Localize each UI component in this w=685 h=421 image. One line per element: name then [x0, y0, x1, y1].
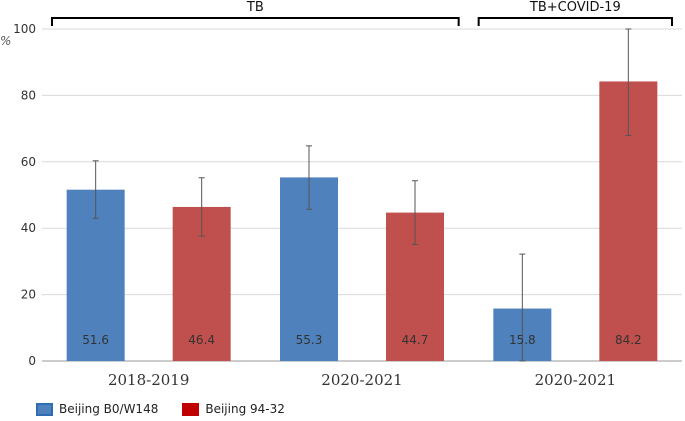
bars: 51.6 46.4 55.3 44.7 15.8 84.2 [66, 28, 658, 362]
group-label-1: TB+COVID-19 [529, 0, 621, 15]
group-label-0: TB [246, 0, 264, 15]
y-tick-40: 40 [21, 221, 36, 235]
group-bracket-1 [477, 17, 673, 26]
y-tick-0: 0 [28, 354, 36, 368]
bar-chart: 0 20 40 60 80 100 % TB TB+COVID-19 51.6 46.4 55.… [0, 0, 682, 389]
y-axis: 0 20 40 60 80 100 [13, 22, 36, 368]
y-tick-20: 20 [21, 288, 36, 302]
data-label-1-0: 46.4 [188, 333, 215, 347]
legend-label-94-32: Beijing 94-32 [205, 402, 285, 416]
x-tick-0: 2018-2019 [108, 371, 189, 389]
data-label-0-1: 55.3 [296, 333, 323, 347]
y-axis-label: % [0, 34, 11, 48]
y-tick-100: 100 [13, 22, 36, 36]
legend-swatch-blue [36, 402, 53, 416]
group-bracket-0 [51, 17, 460, 26]
legend-label-b0-w148: Beijing B0/W148 [59, 402, 159, 416]
data-label-1-1: 44.7 [402, 333, 429, 347]
x-tick-2: 2020-2021 [535, 371, 616, 389]
data-label-1-2: 84.2 [615, 333, 642, 347]
y-tick-80: 80 [21, 88, 36, 102]
x-tick-1: 2020-2021 [321, 371, 402, 389]
data-label-0-0: 51.6 [82, 333, 109, 347]
data-label-0-2: 15.8 [509, 333, 536, 347]
x-axis: 2018-2019 2020-2021 2020-2021 [108, 371, 616, 389]
y-tick-60: 60 [21, 155, 36, 169]
legend: Beijing B0/W148 Beijing 94-32 [36, 402, 285, 416]
gridlines [42, 28, 682, 362]
legend-item-94-32: Beijing 94-32 [182, 402, 285, 416]
group-brackets: TB TB+COVID-19 [51, 0, 673, 26]
legend-swatch-red [182, 402, 200, 416]
legend-item-b0-w148: Beijing B0/W148 [36, 402, 158, 416]
